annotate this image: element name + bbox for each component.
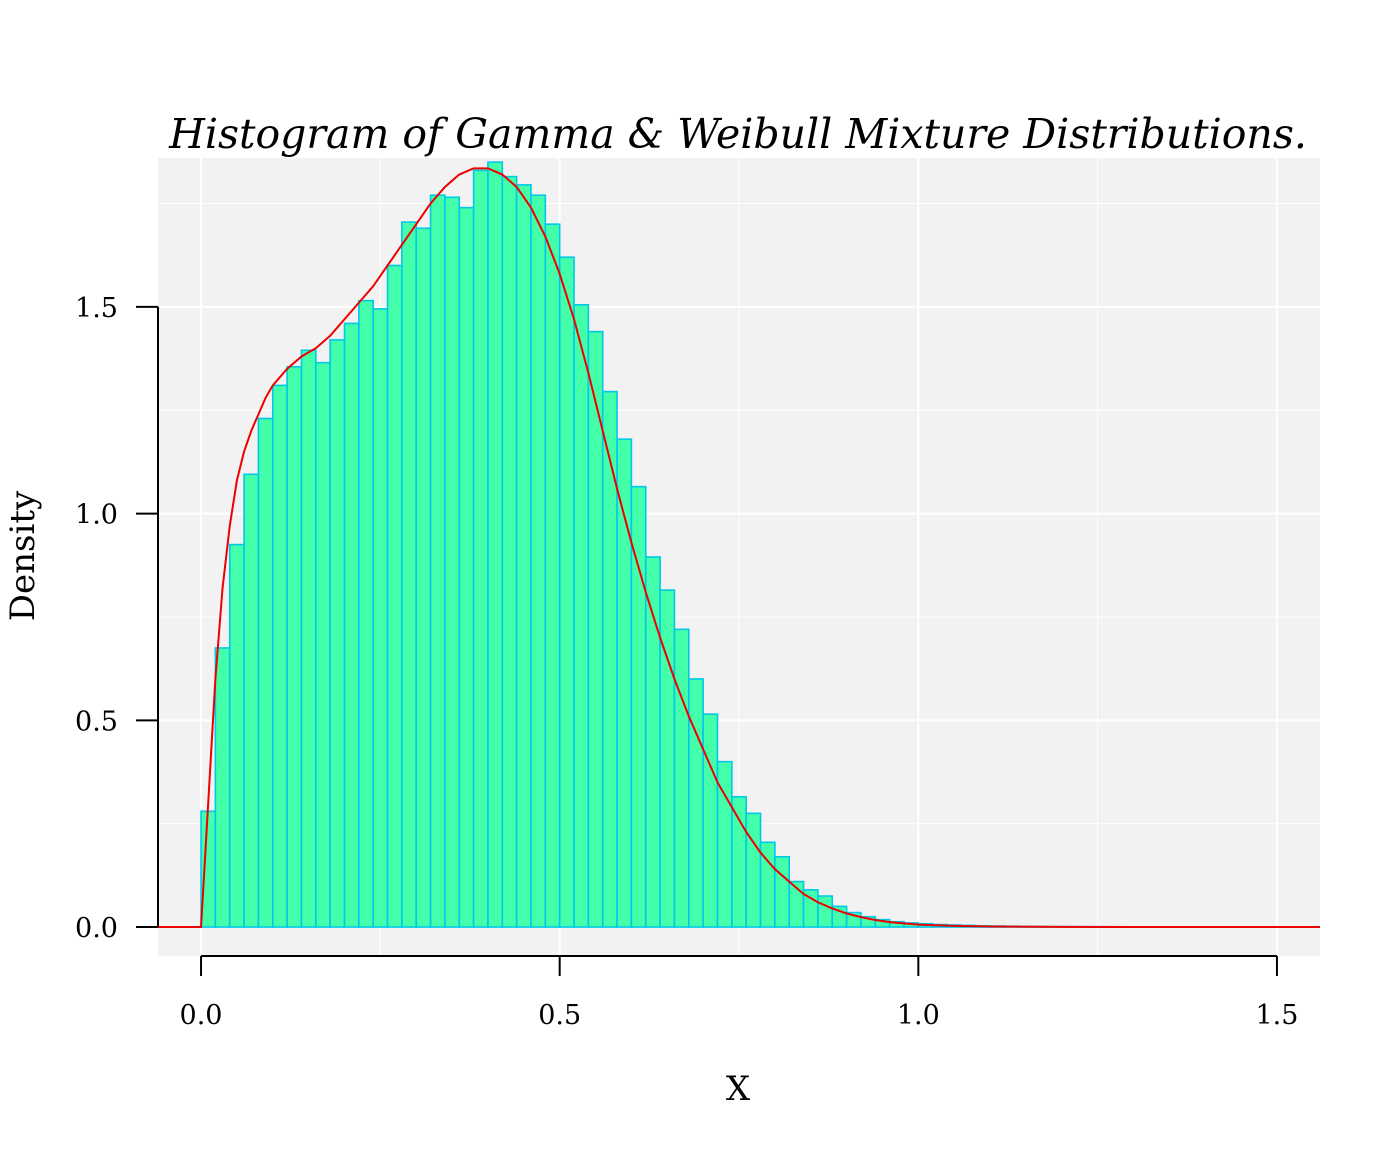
- y-tick-label: 1.0: [75, 500, 118, 531]
- histogram-bar: [300, 349, 317, 928]
- histogram-bar: [687, 678, 704, 928]
- histogram-bar: [458, 206, 475, 928]
- histogram-bar: [501, 175, 518, 928]
- density-curve: [158, 167, 1320, 929]
- histogram-bar: [315, 361, 331, 928]
- histogram-bar: [817, 895, 834, 928]
- histogram-bar: [329, 339, 346, 928]
- histogram-bar: [487, 161, 504, 928]
- histogram-bar: [200, 810, 217, 928]
- histogram-bar: [271, 384, 288, 928]
- histogram-bar: [401, 221, 418, 928]
- histogram-bar: [372, 308, 389, 928]
- x-tick-label: 1.5: [1255, 1000, 1298, 1031]
- histogram-bar: [745, 812, 762, 928]
- y-axis: 0.0 0.5 1.0 1.5: [75, 293, 159, 944]
- histogram-bar: [673, 628, 690, 928]
- histogram-bar: [444, 196, 461, 928]
- x-tick-label: 0.0: [180, 1000, 223, 1031]
- x-axis: 0.0 0.5 1.0 1.5: [180, 955, 1298, 1031]
- histogram-bar: [257, 417, 274, 928]
- histogram-bar: [214, 647, 231, 928]
- y-tick-label: 0.5: [75, 706, 118, 737]
- histogram-bar: [601, 390, 618, 928]
- histogram-bar: [429, 194, 446, 928]
- y-tick-label: 1.5: [75, 293, 118, 324]
- x-tick-label: 1.0: [897, 1000, 940, 1031]
- histogram-bar: [702, 713, 719, 928]
- histogram-bar: [573, 303, 590, 928]
- histogram-bars: [200, 161, 1293, 928]
- histogram-bar: [659, 589, 676, 928]
- histogram-bar: [386, 264, 403, 928]
- histogram-bar: [228, 543, 245, 928]
- histogram-bar: [243, 473, 260, 928]
- histogram-bar: [343, 322, 360, 928]
- histogram-bar: [286, 366, 303, 928]
- histogram-bar: [472, 169, 489, 928]
- histogram-bar: [731, 796, 747, 928]
- chart-title: Histogram of Gamma & Weibull Mixture Dis…: [168, 110, 1307, 158]
- histogram-bar: [530, 194, 547, 928]
- histogram-bar: [515, 184, 532, 928]
- histogram-bar: [358, 299, 374, 928]
- y-axis-title: Density: [3, 490, 43, 621]
- histogram-bar: [558, 256, 575, 928]
- histogram-bar: [544, 223, 561, 928]
- histogram-bar: [415, 227, 432, 928]
- x-axis-title: X: [726, 1069, 751, 1109]
- histogram-bar: [774, 855, 791, 928]
- y-tick-label: 0.0: [75, 913, 118, 944]
- x-tick-label: 0.5: [538, 1000, 581, 1031]
